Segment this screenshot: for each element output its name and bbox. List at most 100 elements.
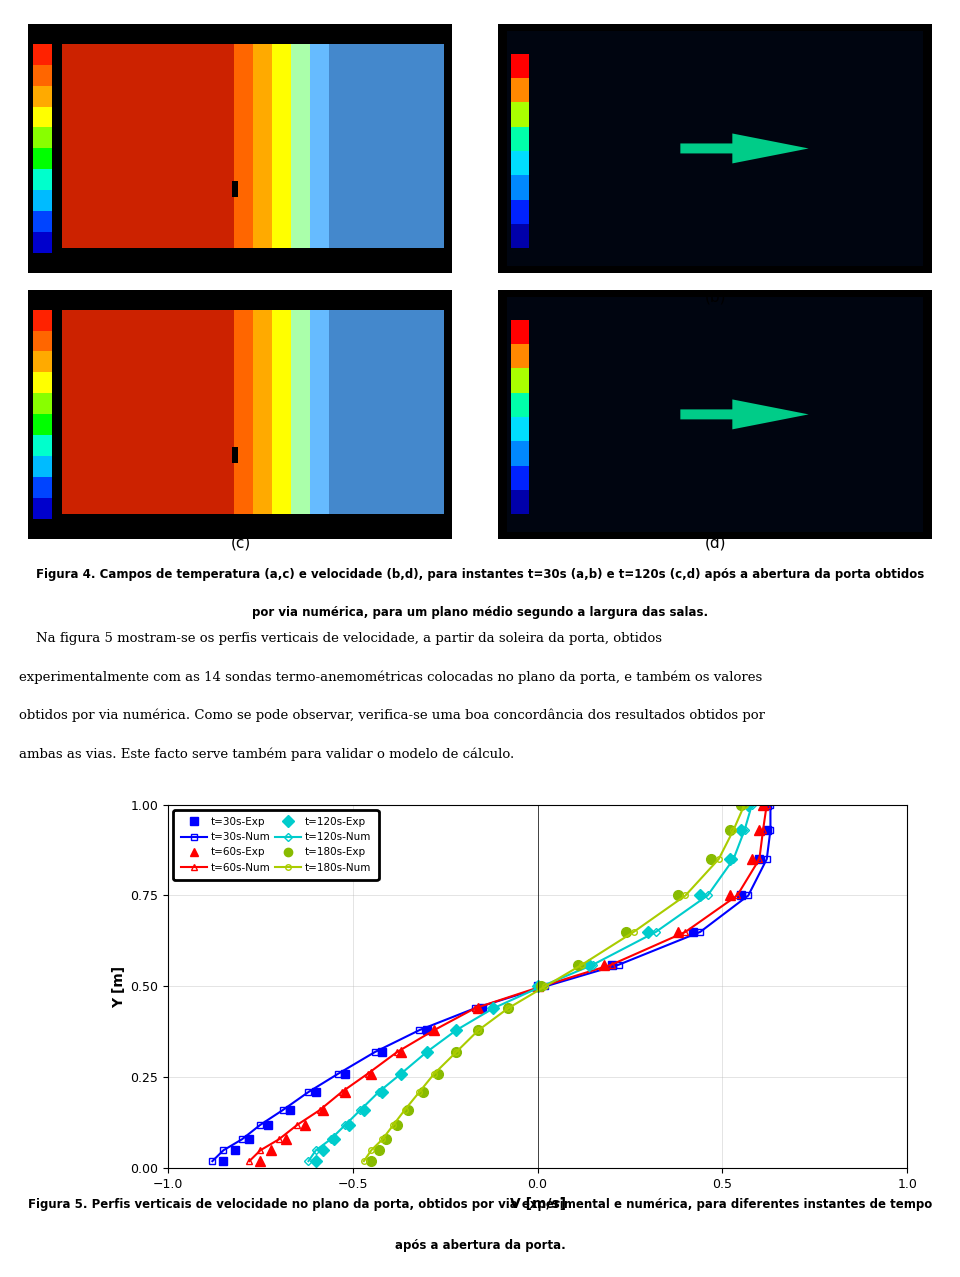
Bar xyxy=(512,126,529,151)
t=180s-Exp xyxy=(402,1102,414,1117)
t=30s-Exp xyxy=(340,1066,351,1082)
t=120s-Exp xyxy=(643,925,655,940)
t=30s-Exp xyxy=(284,1102,296,1117)
t=60s-Exp xyxy=(299,1117,310,1133)
Bar xyxy=(29,23,452,273)
t=180s-Num xyxy=(376,1131,388,1147)
t=30s-Exp xyxy=(420,1023,432,1038)
Bar xyxy=(512,416,529,442)
Bar xyxy=(62,43,234,248)
Bar xyxy=(498,23,931,273)
Bar xyxy=(512,344,529,368)
t=30s-Exp xyxy=(761,822,773,838)
Bar xyxy=(310,43,329,248)
t=180s-Num xyxy=(680,888,691,903)
Bar xyxy=(273,43,291,248)
Bar xyxy=(234,309,253,515)
Bar xyxy=(33,190,52,212)
Text: Figura 5. Perfis verticais de velocidade no plano da porta, obtidos por via expe: Figura 5. Perfis verticais de velocidade… xyxy=(28,1198,932,1211)
Text: (c): (c) xyxy=(230,535,251,550)
t=180s-Num xyxy=(540,978,551,994)
t=60s-Exp xyxy=(428,1023,440,1038)
Text: ambas as vias. Este facto serve também para validar o modelo de cálculo.: ambas as vias. Este facto serve também p… xyxy=(19,747,515,761)
t=180s-Exp xyxy=(380,1131,392,1147)
t=120s-Exp xyxy=(310,1153,322,1168)
t=30s-Num xyxy=(414,1023,425,1038)
t=30s-Num xyxy=(742,888,754,903)
Line: t=60s-Num: t=60s-Num xyxy=(247,802,770,1163)
FancyArrow shape xyxy=(681,400,808,429)
t=120s-Num xyxy=(324,1131,336,1147)
Bar xyxy=(498,290,931,539)
t=30s-Num xyxy=(370,1045,381,1060)
t=180s-Num xyxy=(576,956,588,972)
t=120s-Exp xyxy=(488,1001,499,1016)
t=180s-Exp xyxy=(706,852,717,867)
Text: Figura 4. Campos de temperatura (a,c) e velocidade (b,d), para instantes t=30s (: Figura 4. Campos de temperatura (a,c) e … xyxy=(36,568,924,581)
t=120s-Num xyxy=(728,852,739,867)
Bar xyxy=(253,43,273,248)
Bar xyxy=(232,447,238,464)
Bar xyxy=(512,466,529,490)
Bar xyxy=(33,435,52,456)
Line: t=120s-Exp: t=120s-Exp xyxy=(312,801,753,1166)
Line: t=180s-Exp: t=180s-Exp xyxy=(367,799,746,1166)
Legend: t=30s-Exp, t=30s-Num, t=60s-Exp, t=60s-Num, t=120s-Exp, t=120s-Num, t=180s-Exp, : t=30s-Exp, t=30s-Num, t=60s-Exp, t=60s-N… xyxy=(173,810,378,880)
t=30s-Exp xyxy=(532,978,543,994)
t=180s-Num xyxy=(398,1102,410,1117)
t=30s-Exp xyxy=(376,1045,388,1060)
t=120s-Num xyxy=(420,1045,432,1060)
t=180s-Exp xyxy=(672,888,684,903)
t=180s-Num xyxy=(414,1084,425,1099)
t=60s-Exp xyxy=(318,1102,329,1117)
t=180s-Exp xyxy=(502,1001,514,1016)
t=60s-Num xyxy=(606,956,617,972)
t=180s-Num xyxy=(450,1045,462,1060)
Text: obtidos por via numérica. Como se pode observar, verifica-se uma boa concordânci: obtidos por via numérica. Como se pode o… xyxy=(19,709,765,723)
t=30s-Num xyxy=(276,1102,288,1117)
t=120s-Num xyxy=(650,925,661,940)
t=180s-Exp xyxy=(572,956,584,972)
t=60s-Exp xyxy=(396,1045,407,1060)
Line: t=120s-Num: t=120s-Num xyxy=(305,802,755,1163)
t=180s-Num xyxy=(739,797,751,812)
t=30s-Exp xyxy=(476,1001,488,1016)
t=30s-Num xyxy=(765,797,777,812)
t=120s-Num xyxy=(302,1153,314,1168)
t=60s-Num xyxy=(244,1153,255,1168)
t=60s-Exp xyxy=(598,956,610,972)
t=120s-Num xyxy=(739,822,751,838)
t=30s-Num xyxy=(218,1143,229,1158)
Bar xyxy=(62,309,234,515)
t=30s-Num xyxy=(469,1001,481,1016)
t=120s-Num xyxy=(588,956,599,972)
t=60s-Exp xyxy=(754,822,765,838)
t=60s-Exp xyxy=(340,1084,351,1099)
Bar xyxy=(329,43,444,248)
t=120s-Num xyxy=(702,888,713,903)
t=180s-Num xyxy=(366,1143,377,1158)
t=30s-Num xyxy=(236,1131,248,1147)
t=60s-Num xyxy=(757,822,769,838)
Bar xyxy=(512,319,529,344)
Bar xyxy=(33,148,52,170)
Bar xyxy=(234,43,253,248)
t=60s-Num xyxy=(680,925,691,940)
Bar xyxy=(512,54,529,78)
t=180s-Exp xyxy=(450,1045,462,1060)
t=120s-Num xyxy=(354,1102,366,1117)
Bar xyxy=(310,309,329,515)
t=120s-Exp xyxy=(584,956,595,972)
Text: por via numérica, para um plano médio segundo a largura das salas.: por via numérica, para um plano médio se… xyxy=(252,607,708,619)
Text: experimentalmente com as 14 sondas termo-anemométricas colocadas no plano da por: experimentalmente com as 14 sondas termo… xyxy=(19,670,762,684)
Text: após a abertura da porta.: após a abertura da porta. xyxy=(395,1240,565,1253)
Bar xyxy=(33,86,52,106)
t=60s-Num xyxy=(761,797,773,812)
Bar xyxy=(512,490,529,515)
t=30s-Num xyxy=(761,852,773,867)
Bar xyxy=(33,331,52,351)
Bar xyxy=(291,43,310,248)
t=30s-Num xyxy=(332,1066,344,1082)
Line: t=30s-Exp: t=30s-Exp xyxy=(219,801,771,1166)
t=120s-Exp xyxy=(344,1117,355,1133)
